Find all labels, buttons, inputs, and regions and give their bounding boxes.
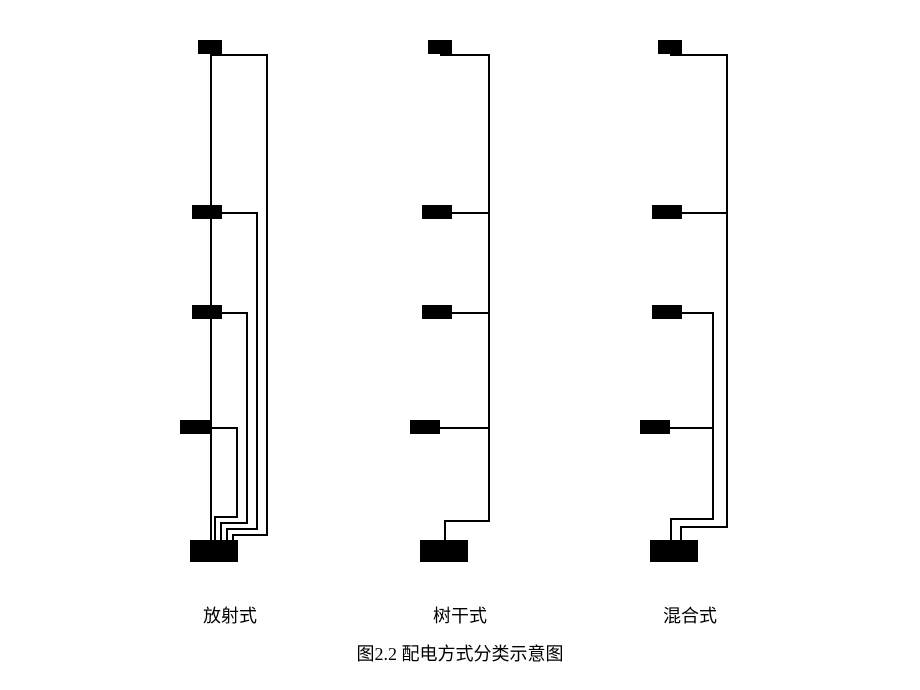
node-load-4 [180, 420, 210, 434]
wire-top-out [670, 54, 728, 56]
node-load-4 [640, 420, 670, 434]
wire-branch-4 [670, 427, 714, 429]
node-load-2 [652, 205, 682, 219]
node-load-3 [422, 305, 452, 319]
diagram-label-hybrid: 混合式 [630, 602, 750, 628]
wire-riser-outer [210, 54, 212, 554]
wire-bottom-in-1 [232, 534, 268, 536]
wire-trunk-inner [712, 312, 714, 518]
wire-branch-3-out [682, 312, 714, 314]
wire-bottom-in-2 [226, 528, 258, 530]
wire-riser-right-3 [246, 312, 248, 522]
wire-bottom-in-outer [680, 526, 728, 528]
diagram-label-radial: 放射式 [170, 602, 290, 628]
wire-bottom-in [444, 520, 490, 522]
wire-drop-3 [220, 522, 222, 542]
node-source [190, 540, 238, 562]
wire-branch-2 [682, 212, 728, 214]
diagram-label-trunk: 树干式 [400, 602, 520, 628]
wire-bottom-in-inner [670, 518, 714, 520]
wire-bottom-in-3 [220, 522, 248, 524]
wire-riser-right-1 [266, 54, 268, 534]
wire-branch-2-out [222, 212, 258, 214]
wire-top-out [210, 54, 268, 56]
wire-branch-3-out [222, 312, 248, 314]
wire-branch-4-out [210, 427, 238, 429]
diagram-hybrid: 混合式 [630, 40, 750, 600]
node-load-3 [652, 305, 682, 319]
wire-bottom-in-4 [214, 516, 238, 518]
wire-branch-3 [452, 312, 490, 314]
diagram-container: 放射式树干式混合式 [0, 40, 920, 600]
node-source [650, 540, 698, 562]
wire-branch-4 [440, 427, 490, 429]
node-load-top [428, 40, 452, 54]
node-load-2 [192, 205, 222, 219]
wire-top-out [440, 54, 490, 56]
node-source [420, 540, 468, 562]
node-load-4 [410, 420, 440, 434]
wire-source-drop-inner [670, 518, 672, 542]
figure-caption: 图2.2 配电方式分类示意图 [0, 640, 920, 666]
wire-source-drop [444, 520, 446, 542]
node-load-top [198, 40, 222, 54]
wire-riser-right-4 [236, 427, 238, 516]
wire-riser-right-2 [256, 212, 258, 528]
wire-trunk-outer [726, 54, 728, 526]
wire-branch-2 [452, 212, 490, 214]
diagram-radial: 放射式 [170, 40, 290, 600]
wire-trunk-main [488, 54, 490, 520]
diagram-trunk: 树干式 [400, 40, 520, 600]
node-load-top [658, 40, 682, 54]
node-load-3 [192, 305, 222, 319]
wire-drop-4 [214, 516, 216, 542]
node-load-2 [422, 205, 452, 219]
